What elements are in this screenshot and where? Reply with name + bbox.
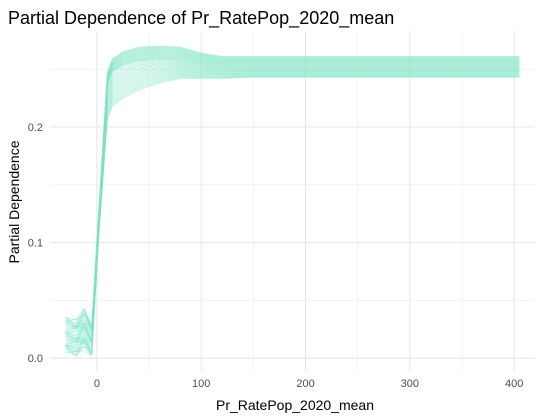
ice-curve-line [65,75,520,357]
x-axis-title: Pr_RatePop_2020_mean [216,397,374,413]
y-tick-label: 0.2 [28,122,43,134]
y-axis-title: Partial Dependence [6,140,22,263]
ice-curve-line [65,75,520,356]
ice-curve-line [65,68,520,346]
ice-curve-line [65,45,520,326]
ice-curve-line [65,72,520,355]
ice-curve-line [65,47,520,329]
chart-title: Partial Dependence of Pr_RatePop_2020_me… [8,8,394,29]
ice-curve-line [65,48,520,331]
ice-curve-line [65,56,520,337]
ice-curves [65,45,520,357]
major-gridlines [50,31,535,372]
ice-curve-line [65,70,520,349]
ice-curve-line [65,57,520,339]
ice-curve-line [65,52,520,330]
x-tick-label: 400 [505,378,523,390]
ice-curve-line [65,51,520,331]
ice-curve-line [65,67,520,345]
ice-curve-line [65,52,520,331]
minor-gridlines [50,31,535,372]
x-axis-ticks: 0 100 200 300 400 [94,378,523,390]
ice-curve-line [65,59,520,342]
ice-curve-line [65,65,520,343]
ice-curve-line [65,73,520,355]
ice-curve-line [65,47,520,328]
ice-curve-line [65,69,520,349]
ice-curve-line [65,71,520,352]
ice-curve-line [65,60,520,343]
ice-curve-line [65,76,520,357]
x-tick-label: 100 [192,378,210,390]
ice-curve-line [65,58,520,342]
ice-curve-line [65,70,520,352]
ice-curve-line [65,64,520,343]
x-tick-label: 300 [401,378,419,390]
ice-curve-line [65,74,520,356]
x-tick-label: 200 [296,378,314,390]
ice-curve-line [65,61,520,343]
x-tick-label: 0 [94,378,100,390]
ice-curve-line [65,54,520,333]
y-tick-label: 0.0 [28,353,43,365]
ice-curve-line [65,76,520,356]
ice-curve-line [65,53,520,331]
ice-curve-line [65,54,520,333]
ice-curve-line [65,55,520,336]
y-axis-ticks: 0.0 0.1 0.2 [28,122,43,365]
ice-curve-line [65,57,520,340]
y-tick-label: 0.1 [28,238,43,250]
ice-curve-line [65,66,520,344]
